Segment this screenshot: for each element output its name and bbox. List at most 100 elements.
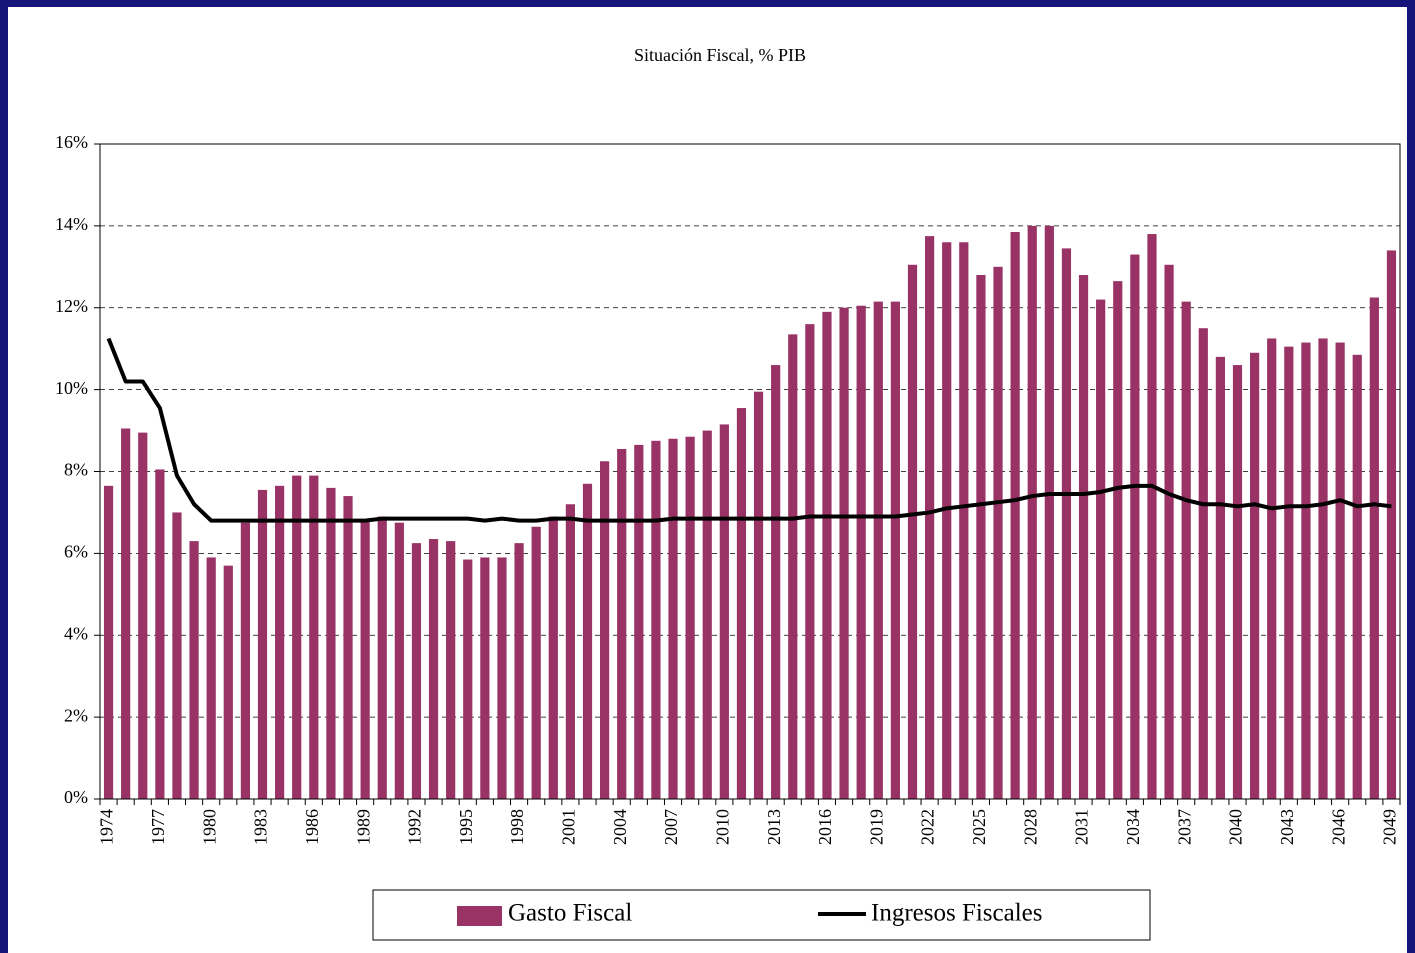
- bar: [582, 483, 593, 799]
- bar: [531, 526, 541, 799]
- bar: [805, 324, 815, 799]
- bar: [343, 496, 353, 799]
- x-tick-label: 2028: [1020, 809, 1040, 845]
- bar: [411, 543, 422, 799]
- bar: [428, 539, 439, 799]
- y-tick-label: 16%: [55, 132, 88, 152]
- bar: [634, 444, 644, 799]
- bar: [856, 305, 866, 799]
- line: [106, 337, 1392, 523]
- x-tick-label: 1998: [507, 809, 527, 845]
- y-tick-label: 8%: [64, 460, 88, 480]
- bar: [925, 236, 935, 799]
- y-tick-label: 10%: [55, 378, 88, 398]
- x-tick-label: 2049: [1380, 809, 1400, 845]
- x-tick-label: 1977: [148, 809, 168, 845]
- x-tick-label: 2013: [764, 809, 784, 845]
- y-tick-label: 12%: [55, 296, 88, 316]
- bar: [394, 522, 404, 799]
- chart-title: Situación Fiscal, % PIB: [634, 45, 806, 65]
- x-tick-label: 2046: [1328, 809, 1348, 845]
- y-tick-label: 4%: [64, 623, 88, 643]
- bar: [685, 436, 695, 799]
- bar: [1335, 342, 1345, 799]
- bar: [736, 408, 747, 799]
- x-tick-label: 2010: [712, 809, 732, 845]
- bar: [1096, 299, 1106, 799]
- bar: [1147, 234, 1157, 799]
- legend-label: Ingresos Fiscales: [871, 900, 1043, 927]
- bar: [1130, 254, 1140, 799]
- bar: [1078, 275, 1089, 799]
- x-tick-label: 2034: [1123, 809, 1143, 845]
- x-tick-label: 2007: [661, 809, 681, 845]
- bar: [822, 311, 832, 799]
- bar: [121, 428, 131, 799]
- bar: [1267, 338, 1277, 799]
- legend-swatch: [457, 906, 502, 926]
- bar: [463, 559, 473, 799]
- x-tick-label: 1974: [97, 809, 117, 845]
- x-tick-label: 1992: [405, 809, 425, 845]
- x-tick-label: 1989: [353, 809, 373, 845]
- x-tick-label: 2043: [1277, 809, 1297, 845]
- bar: [942, 242, 952, 799]
- bar: [1352, 354, 1362, 799]
- bar: [292, 475, 302, 799]
- bar: [993, 266, 1003, 799]
- x-tick-label: 2016: [815, 809, 835, 845]
- x-tick-label: 1983: [251, 809, 271, 845]
- bar: [1044, 225, 1054, 799]
- x-tick-label: 2040: [1226, 809, 1246, 845]
- bar: [240, 522, 250, 799]
- bar: [1181, 301, 1191, 799]
- y-tick-label: 6%: [64, 542, 88, 562]
- bar: [839, 307, 849, 799]
- bar: [873, 301, 883, 799]
- bar: [1301, 342, 1311, 799]
- bar: [719, 424, 729, 799]
- legend-label: Gasto Fiscal: [508, 900, 632, 927]
- x-tick-label: 2022: [918, 809, 938, 845]
- x-tick-label: 2031: [1072, 809, 1092, 845]
- bar: [223, 565, 233, 799]
- bar: [788, 334, 798, 799]
- bar: [1284, 346, 1294, 799]
- bar: [1386, 250, 1397, 799]
- bar: [565, 504, 575, 799]
- bar: [155, 469, 165, 799]
- bar: [189, 541, 199, 799]
- bar: [1198, 328, 1208, 799]
- bar: [1369, 297, 1379, 799]
- x-tick-label: 2004: [610, 809, 630, 845]
- x-tick-label: 2025: [969, 809, 989, 845]
- bar: [497, 557, 507, 799]
- bar: [771, 365, 781, 799]
- bar: [1027, 225, 1037, 799]
- x-tick-label: 2019: [866, 809, 886, 845]
- bar: [309, 475, 319, 799]
- x-tick-label: 1995: [456, 809, 476, 845]
- bar: [480, 557, 490, 799]
- bar: [326, 487, 336, 799]
- bar: [138, 432, 148, 799]
- x-tick-label: 1986: [302, 809, 322, 845]
- bar: [103, 485, 114, 799]
- bar: [257, 489, 268, 799]
- bar: [702, 430, 712, 799]
- bar: [1061, 248, 1072, 799]
- bar: [206, 557, 216, 799]
- bar: [600, 461, 610, 799]
- bar: [668, 438, 678, 799]
- legend: [372, 889, 1151, 941]
- bar: [890, 301, 900, 799]
- bar: [617, 448, 627, 799]
- bar: [1215, 356, 1225, 799]
- bar: [753, 391, 764, 799]
- bar: [377, 516, 387, 799]
- bar: [1250, 352, 1260, 799]
- x-tick-label: 2001: [559, 809, 579, 845]
- x-tick-label: 2037: [1174, 809, 1194, 845]
